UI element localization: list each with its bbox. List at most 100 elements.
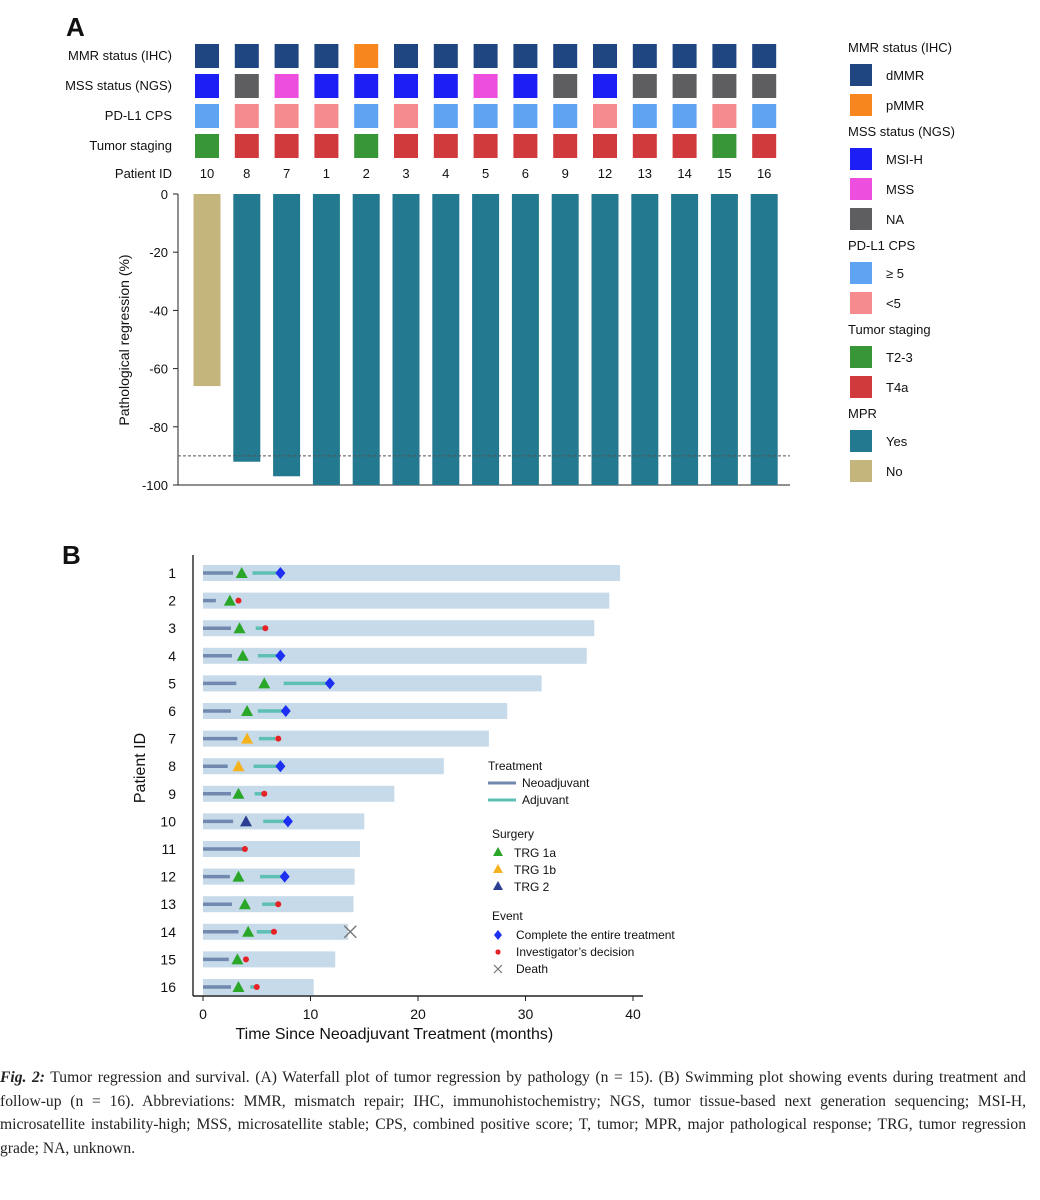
patient-id-label: 10 (200, 166, 214, 181)
annotation-cell (632, 134, 657, 158)
annotation-cell (473, 74, 498, 98)
surgery-marker (232, 981, 245, 992)
annotation-cell (394, 44, 418, 68)
waterfall-bar (273, 194, 301, 477)
legend-swatch (850, 148, 872, 170)
waterfall-bar (312, 194, 340, 485)
patient-id-label: 13 (638, 166, 652, 181)
legend-item-label: dMMR (886, 68, 924, 83)
event-complete-marker (275, 649, 286, 662)
legend-item-label: Yes (886, 434, 908, 449)
annotation-cell (752, 44, 777, 68)
followup-bar (203, 647, 587, 664)
death-marker (343, 925, 357, 939)
annotation-cell (712, 104, 737, 128)
annotation-cell (593, 134, 617, 158)
event-complete-marker (324, 677, 335, 690)
panel-a-label: A (66, 12, 85, 42)
legend-swatch (850, 64, 872, 86)
surgery-marker (235, 567, 248, 578)
annotation-cell (234, 104, 259, 128)
event-decision-marker (262, 625, 269, 632)
annotation-cell (593, 104, 617, 128)
swimmer-patient-id: 11 (161, 841, 176, 857)
event-decision-marker (275, 901, 282, 908)
swimmer-patient-id: 3 (168, 620, 176, 636)
followup-bar (203, 730, 489, 747)
annotation-cell (433, 44, 458, 68)
annotation-cell (672, 134, 697, 158)
figure-caption: Fig. 2: Tumor regression and survival. (… (0, 1066, 1026, 1160)
x-tick-label: 40 (625, 1006, 641, 1022)
swimmer-patient-id: 14 (160, 924, 176, 940)
annotation-cell (513, 104, 538, 128)
legend-swatch (850, 430, 872, 452)
annotation-row-label: Patient ID (115, 166, 172, 181)
annotation-cell (513, 74, 538, 98)
legend-group-title: MMR status (IHC) (848, 40, 952, 55)
legend-item-label: No (886, 464, 903, 479)
legend-b-item: TRG 1a (514, 846, 556, 860)
legend-swatch (850, 178, 872, 200)
annotation-cell (394, 104, 418, 128)
swimmer-patient-id: 4 (168, 648, 176, 664)
annotation-cell (433, 104, 458, 128)
annotation-row-label: Tumor staging (89, 138, 172, 153)
annotation-cell (274, 44, 299, 68)
legend-swatch (850, 346, 872, 368)
legend-item-label: MSI-H (886, 152, 923, 167)
swimmer-patient-id: 15 (160, 951, 176, 967)
swimmer-patient-id: 5 (168, 675, 176, 691)
patient-id-label: 7 (283, 166, 290, 181)
patient-id-label: 15 (717, 166, 731, 181)
annotation-cell (274, 104, 299, 128)
annotation-cell (433, 134, 458, 158)
legend-item-label: <5 (886, 296, 901, 311)
legend-group-title: Tumor staging (848, 322, 931, 337)
surgery-marker (241, 732, 254, 744)
annotation-cell (553, 44, 578, 68)
annotation-cell (672, 74, 697, 98)
swimmer-patient-id: 13 (160, 896, 176, 912)
swimmer-patient-id: 9 (168, 786, 176, 802)
surgery-marker (258, 677, 271, 689)
annotation-cell (354, 134, 379, 158)
annotation-cell (314, 74, 339, 98)
surgery-marker (238, 898, 251, 910)
legend-swatch (850, 376, 872, 398)
swimmer-patient-id: 1 (168, 565, 176, 581)
legend-b-item: Complete the entire treatment (516, 928, 675, 942)
swimmer-patient-id: 7 (168, 731, 176, 747)
y-tick-label: -60 (149, 362, 168, 377)
y-tick-label: -20 (149, 245, 168, 260)
surgery-marker (233, 622, 246, 634)
annotation-cell (354, 74, 379, 98)
annotation-cell (473, 104, 498, 128)
legend-group-title: PD-L1 CPS (848, 238, 916, 253)
legend-swatch (850, 94, 872, 116)
surgery-marker (240, 815, 252, 827)
legend-item-label: T4a (886, 380, 909, 395)
legend-group-title: MPR (848, 406, 877, 421)
legend-triangle-swatch (493, 864, 503, 873)
x-tick-label: 30 (518, 1006, 534, 1022)
followup-bar (203, 565, 621, 581)
annotation-cell (234, 44, 259, 68)
waterfall-bar (671, 194, 699, 485)
y-tick-label: 0 (161, 187, 168, 202)
waterfall-bar (352, 194, 380, 485)
followup-bar (203, 703, 508, 719)
annotation-cell (632, 104, 657, 128)
followup-bar (203, 841, 360, 857)
patient-id-label: 4 (442, 166, 449, 181)
patient-id-label: 1 (323, 166, 330, 181)
patient-id-label: 6 (522, 166, 529, 181)
swimmer-patient-id: 16 (160, 979, 176, 995)
annotation-cell (752, 104, 777, 128)
annotation-row-label: MSS status (NGS) (65, 78, 172, 93)
legend-triangle-swatch (493, 881, 503, 890)
waterfall-bar (392, 194, 420, 485)
surgery-marker (231, 953, 244, 965)
annotation-cell (314, 134, 339, 158)
patient-id-label: 12 (598, 166, 612, 181)
